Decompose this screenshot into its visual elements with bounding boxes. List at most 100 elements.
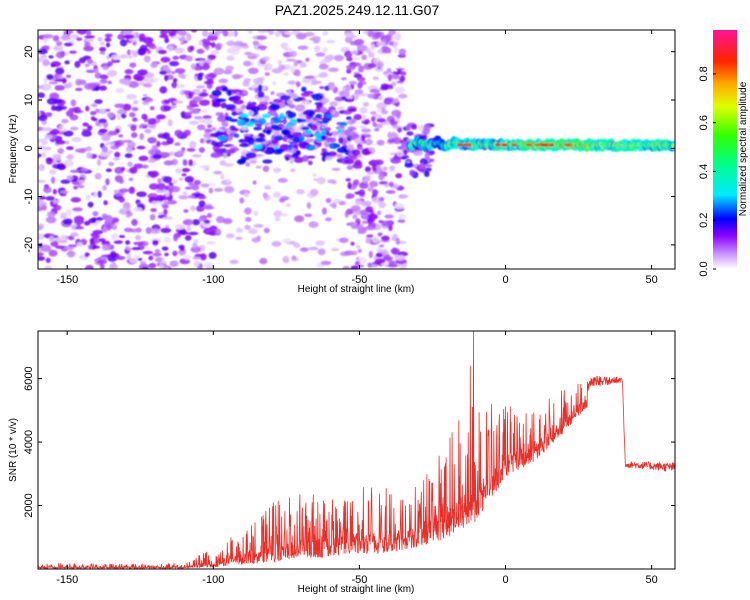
spectrogram-cell	[328, 84, 335, 91]
spectrogram-cell	[378, 197, 385, 202]
spectrogram-cell	[172, 250, 178, 257]
spectrogram-cell	[329, 101, 339, 107]
spectrogram-cell	[378, 201, 387, 209]
spectrogram-cell	[148, 183, 160, 190]
spectrogram-cell	[277, 59, 282, 66]
spectrogram-cell	[235, 236, 243, 240]
spectrogram-cell	[120, 166, 126, 172]
spectrogram-cell	[401, 155, 410, 159]
spectrogram-cell	[108, 161, 115, 167]
spectrogram-cell	[287, 111, 297, 118]
spectrogram-cell	[176, 73, 188, 77]
spectrogram-cell	[339, 237, 349, 244]
spectrogram-cell	[253, 126, 262, 131]
spectrogram-cell	[359, 209, 368, 215]
spectrogram-cell	[199, 138, 205, 144]
spectrogram-cell	[168, 182, 174, 186]
spectrogram-cell	[206, 124, 213, 129]
spectrogram-cell	[264, 72, 270, 76]
spectrogram-cell	[155, 189, 167, 193]
spectrogram-cell	[398, 48, 407, 56]
spectrogram-cell	[73, 106, 81, 114]
spectrogram-cell	[290, 65, 296, 74]
spectrogram-cell	[245, 162, 251, 167]
spectrogram-cell	[84, 83, 96, 90]
spectrogram-cell	[326, 40, 336, 44]
spectrogram-cell	[287, 80, 297, 85]
spectrogram-cell	[43, 146, 52, 151]
spectrogram-cell	[190, 246, 202, 253]
spectrogram-cell	[228, 96, 240, 102]
spectrogram-cell	[147, 159, 157, 163]
spectrogram-cell	[105, 215, 114, 223]
spectrogram-cell	[327, 67, 339, 73]
spectrogram-cell	[375, 164, 382, 172]
spectrogram-cell	[249, 53, 260, 57]
spectrogram-cell	[113, 189, 119, 194]
spectrogram-cell	[125, 240, 131, 245]
spectrogram-cell	[70, 99, 77, 107]
spectrogram-cell	[226, 49, 234, 53]
spectrogram-cell	[288, 104, 296, 109]
spectrogram-cell	[368, 250, 373, 259]
spectrogram-cell	[328, 151, 337, 157]
spectrogram-cell	[262, 165, 270, 172]
spectrogram-cell	[355, 245, 361, 249]
spectrogram-cell	[184, 186, 193, 190]
spectrogram-cell	[226, 40, 236, 47]
spectrogram-cell	[152, 154, 163, 160]
spectrogram-cell	[78, 57, 86, 64]
spectrogram-cell	[133, 207, 143, 212]
spectrogram-cell	[159, 86, 168, 94]
spectrogram-cell	[94, 172, 102, 180]
spectrogram-cell	[244, 122, 255, 127]
spectrogram-cell	[418, 124, 424, 132]
spectrogram-cell	[163, 152, 171, 158]
spectrogram-cell	[293, 156, 304, 164]
spectrogram-cell	[172, 100, 184, 104]
spectrogram-cell	[223, 69, 233, 75]
spectrogram-cell	[358, 189, 366, 197]
spectrogram-cell	[252, 40, 260, 46]
spectrogram-cell	[258, 133, 265, 138]
spectrogram-cell	[186, 33, 192, 41]
spectrogram-cell	[253, 210, 259, 217]
spectrogram-cell	[225, 65, 235, 71]
spectrogram-cell	[367, 213, 379, 220]
spectrogram-cell	[376, 109, 381, 113]
spectrogram-cell	[356, 44, 368, 52]
spectrogram-cell	[308, 246, 319, 251]
spectrogram-cell	[301, 155, 309, 162]
spectrogram-cell	[397, 68, 402, 74]
spectrogram-cell	[45, 112, 53, 117]
spectrogram-cell	[409, 169, 416, 177]
snr-xlabel: Height of straight line (km)	[298, 584, 415, 595]
x-tick-label: -100	[202, 274, 224, 286]
colorbar: 0.0 0.2 0.4 0.6 0.8 Normalized spectral ampl…	[698, 30, 749, 277]
spectrogram-cell	[346, 69, 352, 74]
spectrogram-cell	[282, 256, 290, 264]
spectrogram-cell	[107, 80, 113, 85]
spectrogram-cell	[206, 213, 213, 218]
spectrogram-cell	[367, 63, 377, 69]
spectrogram-cell	[221, 120, 229, 128]
spectrogram-cell	[130, 124, 137, 132]
spectrogram-cell	[403, 149, 408, 156]
spectrogram-cell	[307, 123, 313, 128]
spectrogram-cell	[59, 212, 68, 220]
spectrogram-cell	[213, 148, 224, 154]
spectrogram-cell	[229, 125, 236, 132]
spectrogram-cell	[136, 191, 147, 198]
spectrogram-cell	[197, 74, 203, 81]
spectrogram-cell	[380, 83, 390, 90]
spectrogram-cell	[378, 173, 385, 181]
spectrogram-cell	[172, 55, 179, 61]
spectrogram-cell	[283, 31, 295, 35]
spectrogram-cell	[282, 117, 287, 125]
spectrogram-cell	[364, 138, 373, 146]
spectrogram-cell	[219, 160, 227, 166]
x-tick-label: -150	[56, 274, 78, 286]
spectrogram-xlabel: Height of straight line (km)	[298, 284, 415, 295]
spectrogram-cell	[316, 176, 326, 185]
spectrogram-cell	[182, 191, 188, 196]
